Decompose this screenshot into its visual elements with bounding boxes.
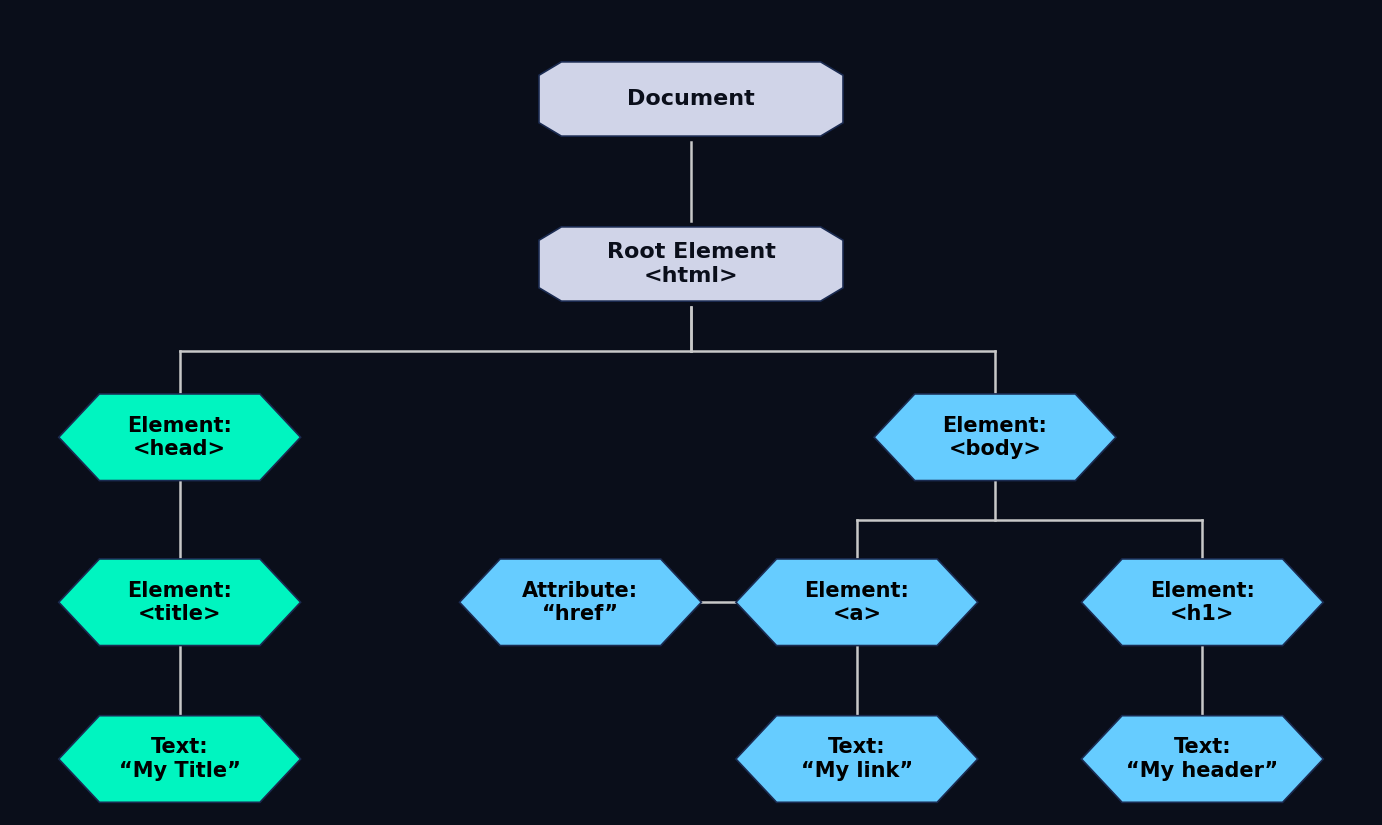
Polygon shape	[59, 715, 300, 802]
Text: Text:
“My header”: Text: “My header”	[1126, 738, 1278, 780]
Polygon shape	[539, 227, 843, 301]
Text: Element:
<h1>: Element: <h1>	[1150, 581, 1255, 624]
Polygon shape	[873, 394, 1115, 480]
Polygon shape	[1081, 715, 1324, 802]
Text: Element:
<head>: Element: <head>	[127, 416, 232, 459]
Text: Element:
<title>: Element: <title>	[127, 581, 232, 624]
Text: Document: Document	[627, 89, 755, 109]
Text: Text:
“My link”: Text: “My link”	[800, 738, 914, 780]
Polygon shape	[735, 559, 977, 645]
Polygon shape	[59, 394, 300, 480]
Text: Attribute:
“href”: Attribute: “href”	[522, 581, 638, 624]
Polygon shape	[539, 62, 843, 136]
Text: Element:
<body>: Element: <body>	[943, 416, 1048, 459]
Text: Text:
“My Title”: Text: “My Title”	[119, 738, 240, 780]
Polygon shape	[459, 559, 701, 645]
Text: Root Element
<html>: Root Element <html>	[607, 243, 775, 285]
Polygon shape	[1081, 559, 1324, 645]
Text: Element:
<a>: Element: <a>	[804, 581, 909, 624]
Polygon shape	[735, 715, 977, 802]
Polygon shape	[59, 559, 300, 645]
